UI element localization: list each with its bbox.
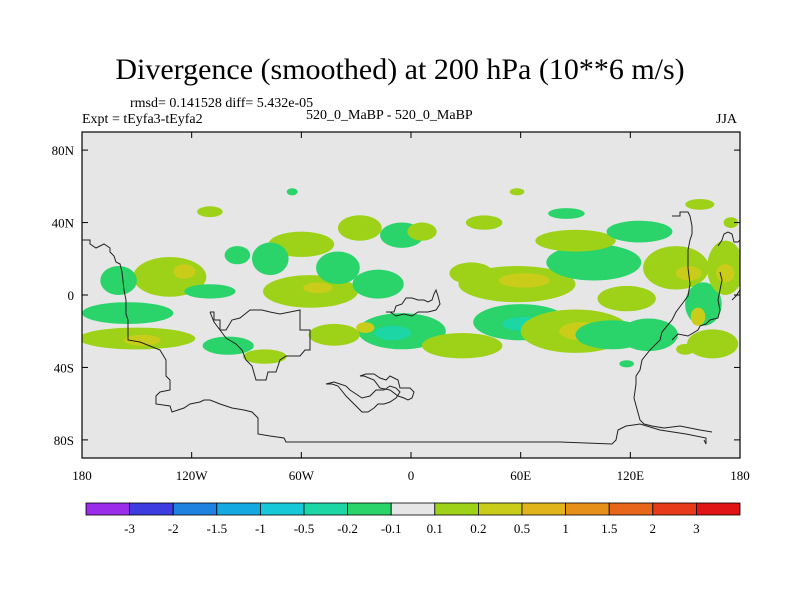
contour-blob-11 xyxy=(251,242,289,276)
colorbar-swatch xyxy=(608,502,654,516)
contour-blob-1 xyxy=(173,264,196,279)
contour-blob-46 xyxy=(723,217,739,229)
colorbar-label: 1.5 xyxy=(601,521,617,536)
axis-ticks: 180 120W 60W 0 60E 120E 180 80N 40N 0 40S 80S xyxy=(52,132,750,483)
contour-blob-6 xyxy=(124,334,161,346)
x-tick-label: 60E xyxy=(510,468,531,483)
y-tick-label: 0 xyxy=(68,288,75,303)
colorbar-label: 2 xyxy=(650,521,657,536)
colorbar-swatch xyxy=(390,502,436,516)
contour-blob-49 xyxy=(286,188,298,196)
coastline-east xyxy=(633,211,713,433)
contour-blob-45 xyxy=(685,199,715,210)
contour-blob-3 xyxy=(184,284,236,299)
contour-blob-18 xyxy=(352,269,404,299)
anomaly-contours xyxy=(82,188,740,368)
colorbar-label: -0.1 xyxy=(381,521,402,536)
colorbar-label: -1 xyxy=(255,521,266,536)
colorbar-label: -3 xyxy=(124,521,135,536)
colorbar-swatch xyxy=(85,502,130,516)
coastline-east-2 xyxy=(717,231,740,247)
contour-blob-22 xyxy=(242,349,287,364)
colorbar-swatch xyxy=(129,502,174,516)
contour-blob-50 xyxy=(509,188,525,196)
colorbar-swatch xyxy=(303,502,348,516)
colorbar-label: -1.5 xyxy=(207,521,228,536)
contour-blob-12 xyxy=(224,246,251,265)
colorbar-swatch xyxy=(652,502,697,516)
coastline-east-4 xyxy=(731,289,740,301)
coastline-south-america xyxy=(209,309,311,381)
coastlines xyxy=(82,211,740,445)
contour-blob-44 xyxy=(687,329,739,359)
season-label: JJA xyxy=(716,112,738,127)
colorbar: -3 -2 -1.5 -1 -0.5 -0.2 -0.1 0.1 0.2 0.5 1 1.5 2 3 xyxy=(85,502,741,536)
contour-blob-32 xyxy=(535,229,616,252)
colorbar-label: 0.2 xyxy=(470,521,486,536)
colorbar-label: 3 xyxy=(693,521,700,536)
colorbar-label: 1 xyxy=(562,521,569,536)
x-tick-label: 120E xyxy=(617,468,645,483)
contour-blob-4 xyxy=(82,302,174,324)
colorbar-label: -0.2 xyxy=(337,521,358,536)
contour-blob-2 xyxy=(100,266,137,295)
chart-title: Divergence (smoothed) at 200 hPa (10**6 … xyxy=(115,53,685,86)
colorbar-label: 0.1 xyxy=(427,521,443,536)
contour-blob-41 xyxy=(690,307,706,326)
y-tick-label: 80S xyxy=(54,433,74,448)
x-tick-label: 180 xyxy=(730,468,750,483)
colorbar-label: -2 xyxy=(168,521,179,536)
colorbar-swatch xyxy=(477,502,523,516)
contour-blob-14 xyxy=(337,215,382,241)
y-tick-label: 40N xyxy=(52,216,75,231)
contour-blob-13 xyxy=(197,206,223,218)
contour-blob-31 xyxy=(546,244,642,281)
contour-blob-20 xyxy=(374,325,412,341)
x-tick-label: 120W xyxy=(176,468,209,483)
contour-blob-26 xyxy=(498,273,550,288)
contour-blob-47 xyxy=(465,215,503,230)
contour-blob-34 xyxy=(597,285,656,312)
contour-blob-7 xyxy=(202,336,254,355)
contour-blob-17 xyxy=(407,222,437,241)
coastline-africa-north xyxy=(386,288,441,317)
colorbar-swatch xyxy=(216,502,261,516)
contour-blob-48 xyxy=(356,322,375,333)
y-tick-label: 80N xyxy=(52,143,75,158)
contour-blob-9 xyxy=(303,282,333,294)
contour-blob-15 xyxy=(316,251,360,285)
coastline-north-america xyxy=(82,239,707,445)
colorbar-swatch xyxy=(565,502,610,516)
x-tick-label: 180 xyxy=(72,468,92,483)
x-tick-label: 60W xyxy=(289,468,315,483)
coastline-small-island xyxy=(325,381,401,413)
colorbar-swatch xyxy=(434,502,479,516)
contour-blob-33 xyxy=(548,208,585,219)
colorbar-swatch xyxy=(259,502,305,516)
expt-label: Expt = tEyfa3-tEyfa2 xyxy=(82,112,203,127)
y-tick-label: 40S xyxy=(54,360,74,375)
colorbar-swatch xyxy=(521,502,566,516)
colorbar-swatch xyxy=(172,502,218,516)
colorbar-label: -0.5 xyxy=(294,521,315,536)
contour-blob-52 xyxy=(619,360,634,368)
center-label: 520_0_MaBP - 520_0_MaBP xyxy=(306,108,473,123)
contour-blob-39 xyxy=(606,220,673,243)
stats-label: rmsd= 0.141528 diff= 5.432e-05 xyxy=(130,96,314,111)
colorbar-label: 0.5 xyxy=(514,521,530,536)
contour-blob-37 xyxy=(643,246,709,290)
colorbar-swatch xyxy=(696,502,741,516)
coastline-east-3 xyxy=(671,271,723,341)
colorbar-swatch xyxy=(347,502,392,516)
x-tick-label: 0 xyxy=(408,468,415,483)
contour-blob-21 xyxy=(308,323,360,346)
contour-blob-23 xyxy=(422,333,503,359)
coastline-africa xyxy=(359,373,415,401)
contour-blob-51 xyxy=(676,343,695,355)
contour-blob-43 xyxy=(716,264,735,283)
contour-blob-36 xyxy=(619,318,678,352)
